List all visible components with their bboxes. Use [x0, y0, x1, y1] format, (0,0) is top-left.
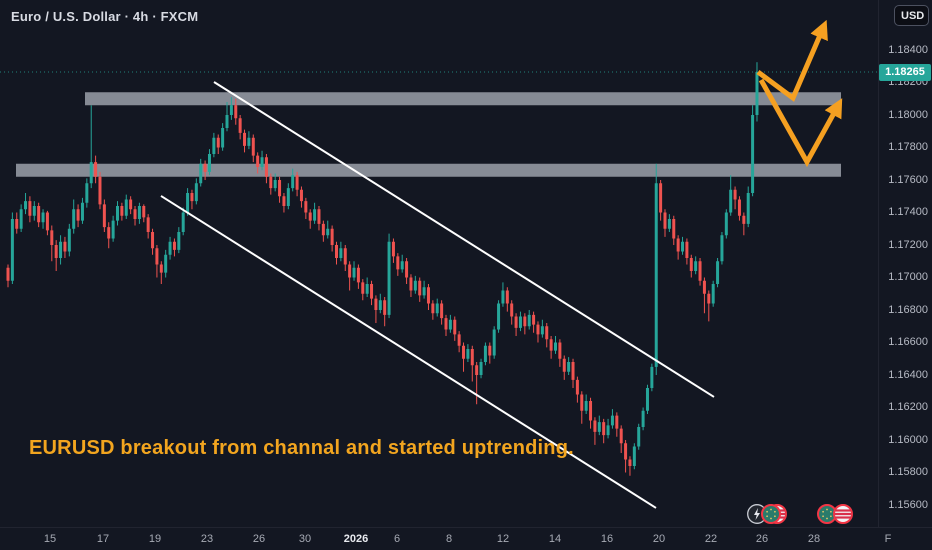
resistance-zone-lower[interactable] [16, 163, 841, 177]
time-tick-label: 16 [600, 533, 614, 545]
time-tick-label: 14 [548, 533, 562, 545]
channel-lower-trendline[interactable] [160, 195, 657, 509]
price-axis-label: 1.16400 [888, 368, 928, 381]
time-tick-label: 23 [200, 533, 214, 545]
price-axis-label: 1.18000 [888, 108, 928, 121]
current-price-tag: 1.18265 [879, 63, 931, 81]
time-tick-label: 19 [148, 533, 162, 545]
currency-toggle-button[interactable]: USD [894, 5, 929, 26]
price-axis-label: 1.16600 [888, 336, 928, 348]
time-tick-label: 30 [298, 533, 312, 545]
price-axis-separator [878, 0, 879, 527]
channel-upper-trendline[interactable] [213, 81, 715, 398]
eu-flag-icon [761, 504, 781, 524]
event-marker-group[interactable] [816, 503, 860, 525]
time-tick-label: F [884, 533, 892, 545]
price-axis-label: 1.17000 [888, 271, 928, 283]
event-marker-group[interactable] [746, 503, 790, 525]
symbol-title[interactable]: Euro / U.S. Dollar · 4h · FXCM [11, 9, 199, 24]
us-flag-icon [833, 504, 853, 524]
time-tick-label: 26 [252, 533, 266, 545]
price-axis-label: 1.16800 [888, 303, 928, 316]
price-axis-label: 1.15600 [888, 498, 928, 511]
price-axis-label: 1.16000 [888, 433, 928, 446]
time-tick-label: 28 [807, 533, 821, 545]
price-axis-label: 1.16200 [888, 401, 928, 413]
price-axis-label: 1.17600 [888, 173, 928, 186]
time-tick-label: 8 [445, 533, 453, 545]
time-axis-separator [0, 527, 932, 528]
time-axis[interactable]: 15 17 19 23 26 30 2026 6 8 12 14 16 20 22 26 28 F [0, 527, 932, 550]
resistance-zone-upper[interactable] [85, 92, 841, 106]
analysis-annotation[interactable]: EURUSD breakout from channal and started… [29, 437, 574, 459]
projection-arrow-lower[interactable] [758, 78, 843, 168]
price-axis-label: 1.17400 [888, 206, 928, 218]
price-axis-label: 1.18400 [888, 43, 928, 56]
time-tick-label: 17 [96, 533, 110, 545]
time-tick-label: 2026 [343, 533, 369, 545]
price-axis-label: 1.17200 [888, 238, 928, 251]
candlestick-series [6, 62, 759, 476]
price-axis-label: 1.17800 [888, 141, 928, 153]
time-tick-label: 22 [704, 533, 718, 545]
time-tick-label: 20 [652, 533, 666, 545]
price-axis-label: 1.15800 [888, 466, 928, 478]
time-tick-label: 26 [755, 533, 769, 545]
projection-arrow-upper[interactable] [756, 19, 828, 102]
time-tick-label: 15 [43, 533, 57, 545]
lightning-icon [747, 504, 767, 524]
time-tick-label: 6 [393, 533, 401, 545]
time-tick-label: 12 [496, 533, 510, 545]
price-axis[interactable]: 1.18400 1.18200 1.18000 1.17800 1.17600 1.174… [879, 0, 932, 527]
